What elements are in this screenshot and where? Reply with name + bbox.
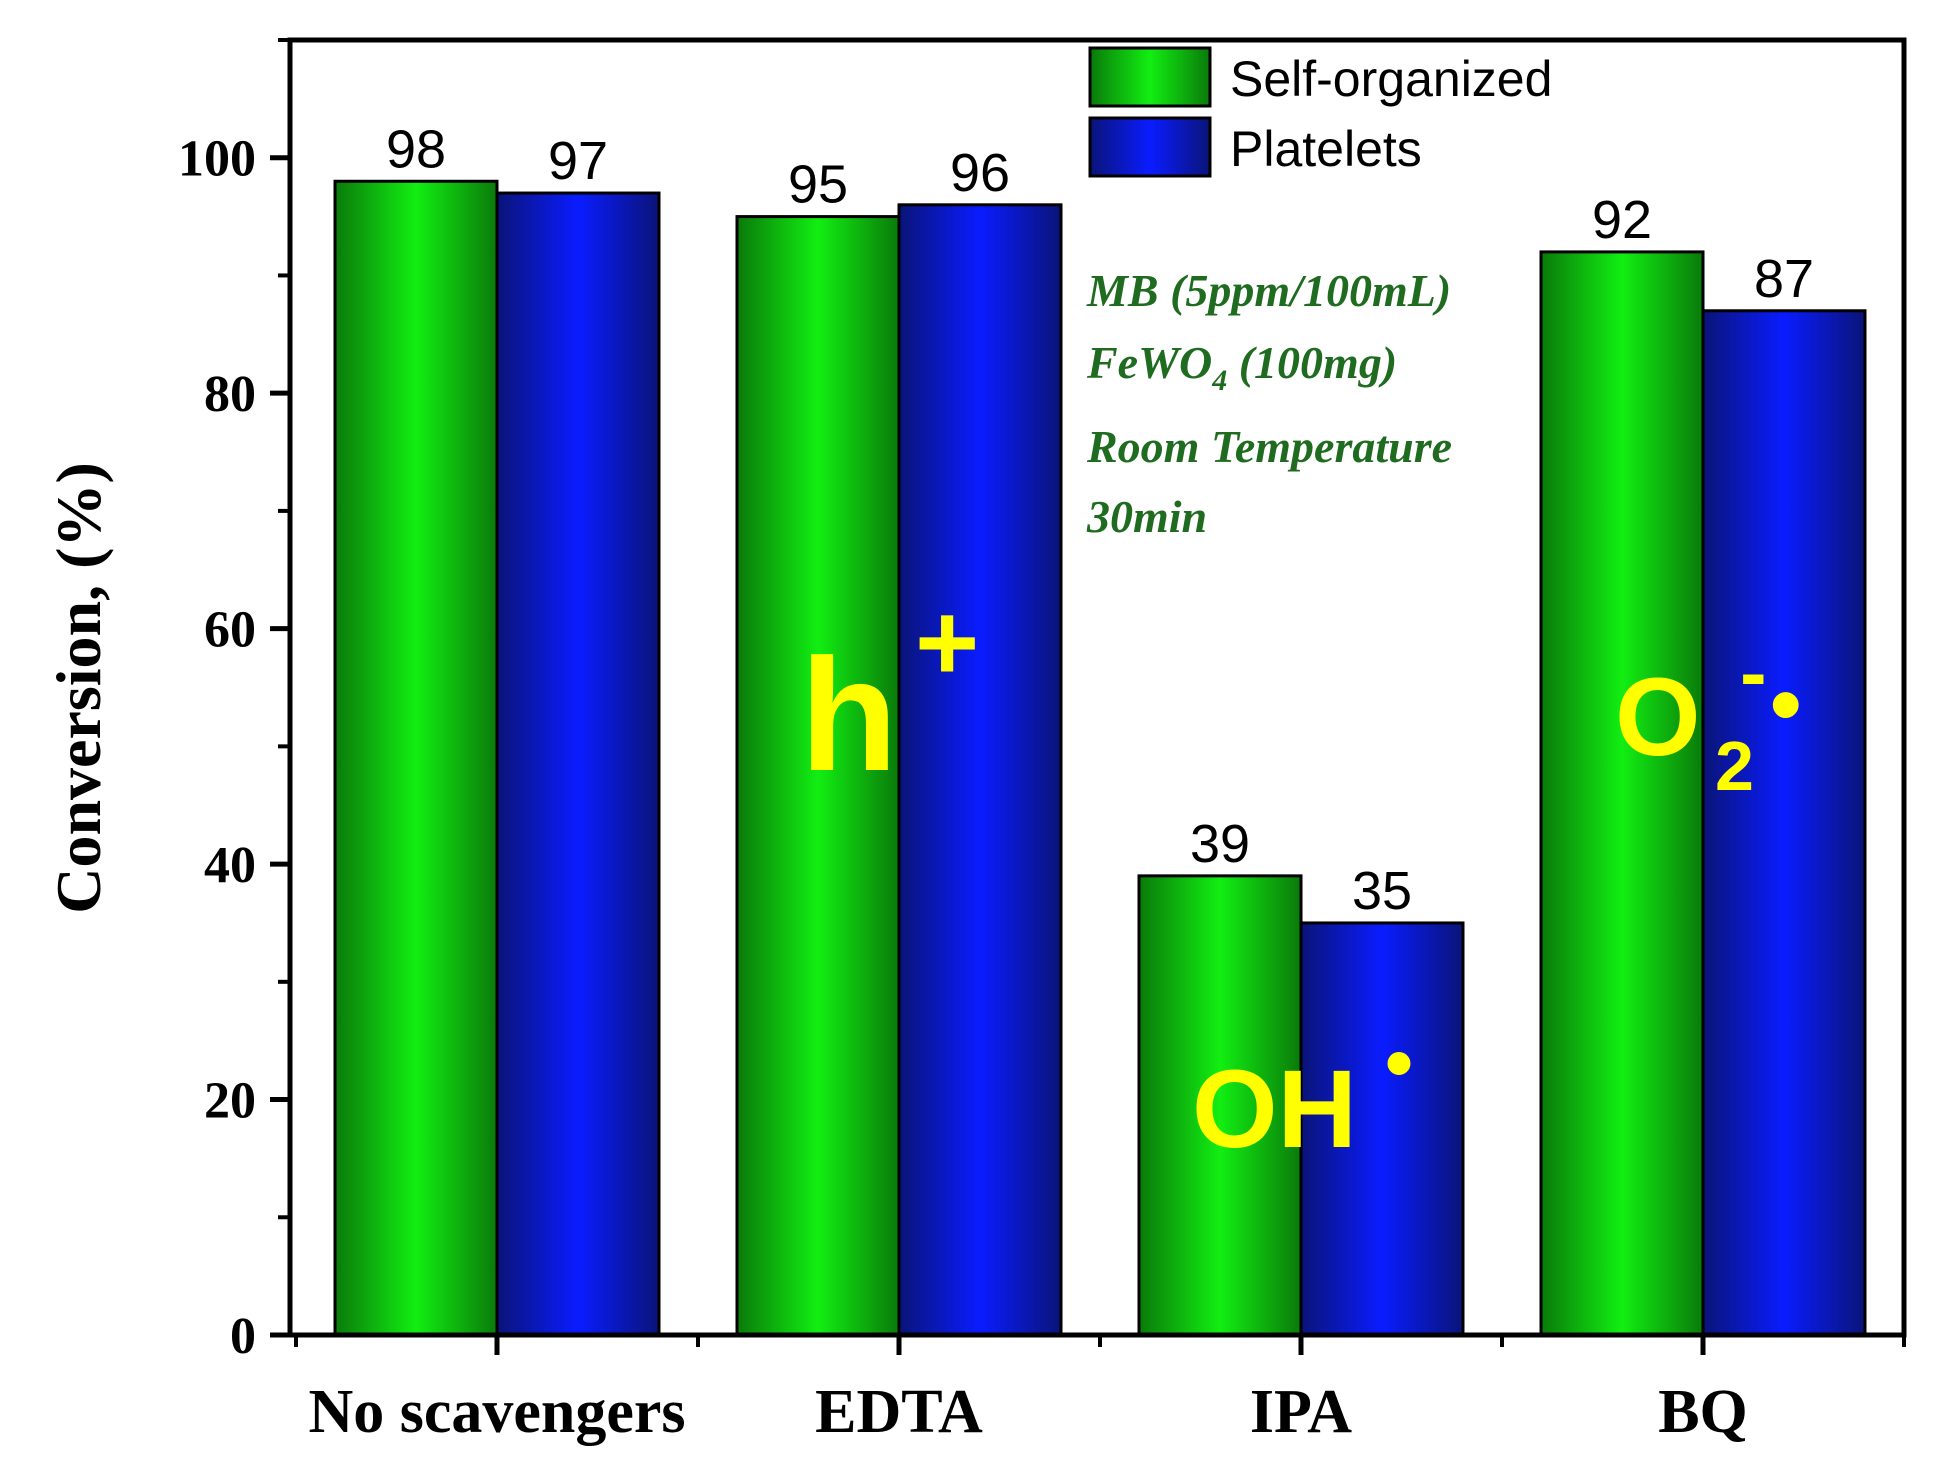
data-label-platelets-1: 96	[950, 143, 1010, 203]
condition-temperature: Room Temperature	[1086, 421, 1452, 472]
condition-fewo4: FeWO4 (100mg)	[1086, 337, 1397, 397]
conditions-annotation: MB (5ppm/100mL) FeWO4 (100mg) Room Tempe…	[1086, 265, 1452, 542]
y-axis-label: Conversion, (%)	[43, 462, 114, 914]
svg-text:h: h	[800, 625, 898, 804]
legend: Self-organized Platelets	[1088, 46, 1552, 178]
svg-text:-: -	[1740, 628, 1767, 717]
svg-text:•: •	[1385, 1018, 1413, 1107]
data-label-self-organized-3: 92	[1592, 190, 1652, 250]
bar-platelets-1	[897, 203, 1063, 1337]
y-tick-label-20: 20	[204, 1073, 256, 1130]
legend-swatch-platelets	[1088, 116, 1212, 178]
bars-group	[333, 179, 1867, 1337]
data-label-self-organized-1: 95	[788, 155, 848, 215]
data-labels-group: 98 97 95 96 39 35 92 87	[386, 119, 1814, 921]
axis-ticks-group	[270, 38, 1906, 1355]
bar-platelets-2	[1299, 921, 1465, 1337]
svg-text:+: +	[915, 581, 979, 704]
bar-platelets-0	[495, 191, 661, 1337]
bar-self-organized-1	[735, 215, 901, 1337]
bar-self-organized-0	[333, 179, 499, 1337]
condition-fewo4-subscript: 4	[1211, 364, 1227, 397]
x-tick-label-3: BQ	[1658, 1378, 1748, 1446]
bar-platelets-3	[1701, 309, 1867, 1337]
y-tick-label-80: 80	[204, 366, 256, 423]
data-label-platelets-3: 87	[1754, 249, 1814, 309]
condition-mb: MB (5ppm/100mL)	[1086, 265, 1451, 316]
y-tick-labels-group: 0 20 40 60 80 100	[178, 131, 256, 1365]
svg-text:•: •	[1770, 655, 1802, 755]
y-tick-label-100: 100	[178, 131, 256, 188]
category-labels-group: No scavengers EDTA IPA BQ	[308, 1378, 1747, 1446]
x-tick-label-0: No scavengers	[308, 1378, 685, 1446]
y-tick-label-0: 0	[230, 1308, 256, 1365]
species-label-superoxide: O 2 - •	[1615, 628, 1802, 805]
data-label-platelets-0: 97	[548, 131, 608, 191]
legend-label-platelets: Platelets	[1230, 121, 1422, 177]
x-tick-label-2: IPA	[1250, 1378, 1352, 1446]
species-label-hole: h +	[800, 581, 979, 804]
plot-frame	[287, 37, 1907, 1338]
species-label-hydroxyl: OH •	[1192, 1018, 1413, 1171]
y-tick-label-40: 40	[204, 837, 256, 894]
bar-self-organized-2	[1137, 874, 1303, 1337]
data-label-platelets-2: 35	[1352, 861, 1412, 921]
y-tick-label-60: 60	[204, 602, 256, 659]
data-label-self-organized-2: 39	[1190, 814, 1250, 874]
data-label-self-organized-0: 98	[386, 119, 446, 179]
svg-text:O: O	[1615, 656, 1701, 779]
bar-self-organized-3	[1539, 250, 1705, 1337]
legend-label-self-organized: Self-organized	[1230, 51, 1552, 107]
condition-time: 30min	[1086, 491, 1207, 542]
svg-text:OH: OH	[1192, 1048, 1357, 1171]
svg-text:2: 2	[1715, 727, 1754, 805]
x-tick-label-1: EDTA	[815, 1378, 983, 1446]
legend-swatch-self-organized	[1088, 46, 1212, 108]
